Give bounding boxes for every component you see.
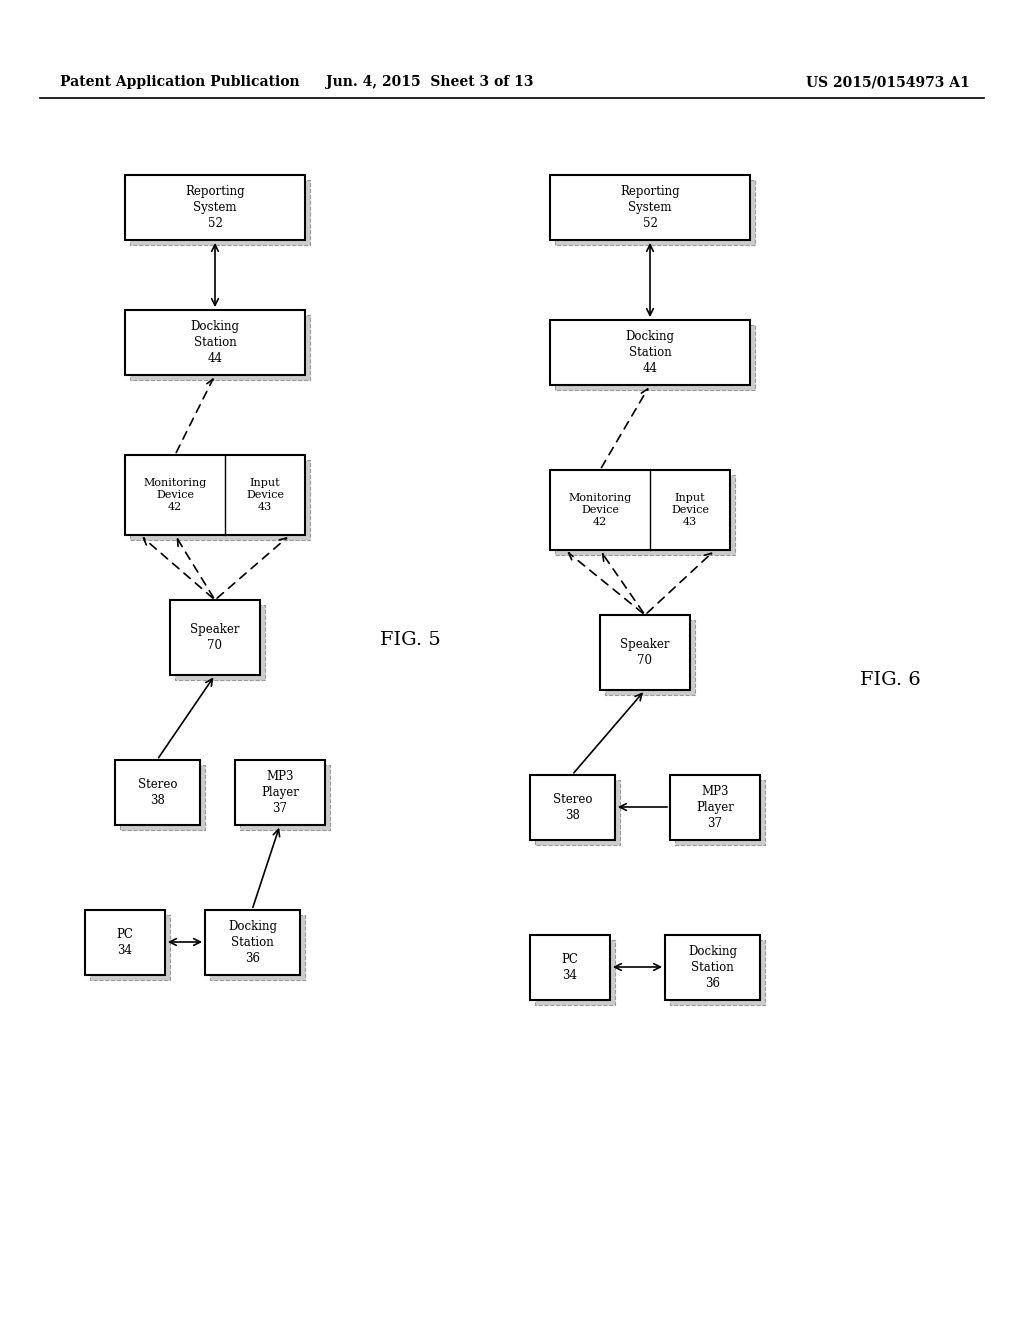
Bar — [125, 455, 305, 535]
Text: Stereo
38: Stereo 38 — [553, 793, 592, 822]
Bar — [125, 310, 305, 375]
Bar — [530, 775, 615, 840]
Bar — [670, 940, 765, 1005]
Text: Reporting
System
52: Reporting System 52 — [621, 185, 680, 230]
Text: Monitoring
Device
42: Monitoring Device 42 — [568, 492, 632, 528]
Text: Monitoring
Device
42: Monitoring Device 42 — [143, 478, 207, 512]
Text: Docking
Station
36: Docking Station 36 — [228, 920, 278, 965]
Bar — [234, 760, 325, 825]
Bar — [85, 909, 165, 975]
Text: MP3
Player
37: MP3 Player 37 — [261, 770, 299, 814]
Bar — [205, 909, 300, 975]
Bar — [130, 459, 310, 540]
Bar — [555, 325, 755, 389]
Text: Reporting
System
52: Reporting System 52 — [185, 185, 245, 230]
Bar — [535, 780, 620, 845]
Text: PC
34: PC 34 — [561, 953, 579, 982]
Bar — [675, 780, 765, 845]
Text: Speaker
70: Speaker 70 — [621, 638, 670, 667]
Text: Docking
Station
36: Docking Station 36 — [688, 945, 737, 990]
Bar — [130, 180, 310, 246]
Bar — [670, 775, 760, 840]
Bar — [170, 601, 260, 675]
Bar — [550, 176, 750, 240]
Bar — [130, 315, 310, 380]
Bar — [555, 180, 755, 246]
Bar — [115, 760, 200, 825]
Text: Speaker
70: Speaker 70 — [190, 623, 240, 652]
Text: US 2015/0154973 A1: US 2015/0154973 A1 — [806, 75, 970, 88]
Bar — [120, 766, 205, 830]
Text: Jun. 4, 2015  Sheet 3 of 13: Jun. 4, 2015 Sheet 3 of 13 — [327, 75, 534, 88]
Bar — [175, 605, 265, 680]
Text: PC
34: PC 34 — [117, 928, 133, 957]
Bar — [600, 615, 690, 690]
Bar — [555, 475, 735, 554]
Text: Stereo
38: Stereo 38 — [138, 777, 177, 807]
Bar — [210, 915, 305, 979]
Bar — [125, 176, 305, 240]
Text: Docking
Station
44: Docking Station 44 — [626, 330, 675, 375]
Text: Docking
Station
44: Docking Station 44 — [190, 319, 240, 366]
Text: FIG. 6: FIG. 6 — [860, 671, 921, 689]
Bar — [530, 935, 610, 1001]
Bar — [535, 940, 615, 1005]
Text: Input
Device
43: Input Device 43 — [671, 492, 709, 528]
Bar — [665, 935, 760, 1001]
Text: Patent Application Publication: Patent Application Publication — [60, 75, 300, 88]
Text: MP3
Player
37: MP3 Player 37 — [696, 785, 734, 830]
Bar — [605, 620, 695, 696]
Bar — [550, 319, 750, 385]
Bar — [550, 470, 730, 550]
Bar — [240, 766, 330, 830]
Bar — [90, 915, 170, 979]
Text: FIG. 5: FIG. 5 — [380, 631, 440, 649]
Text: Input
Device
43: Input Device 43 — [246, 478, 284, 512]
